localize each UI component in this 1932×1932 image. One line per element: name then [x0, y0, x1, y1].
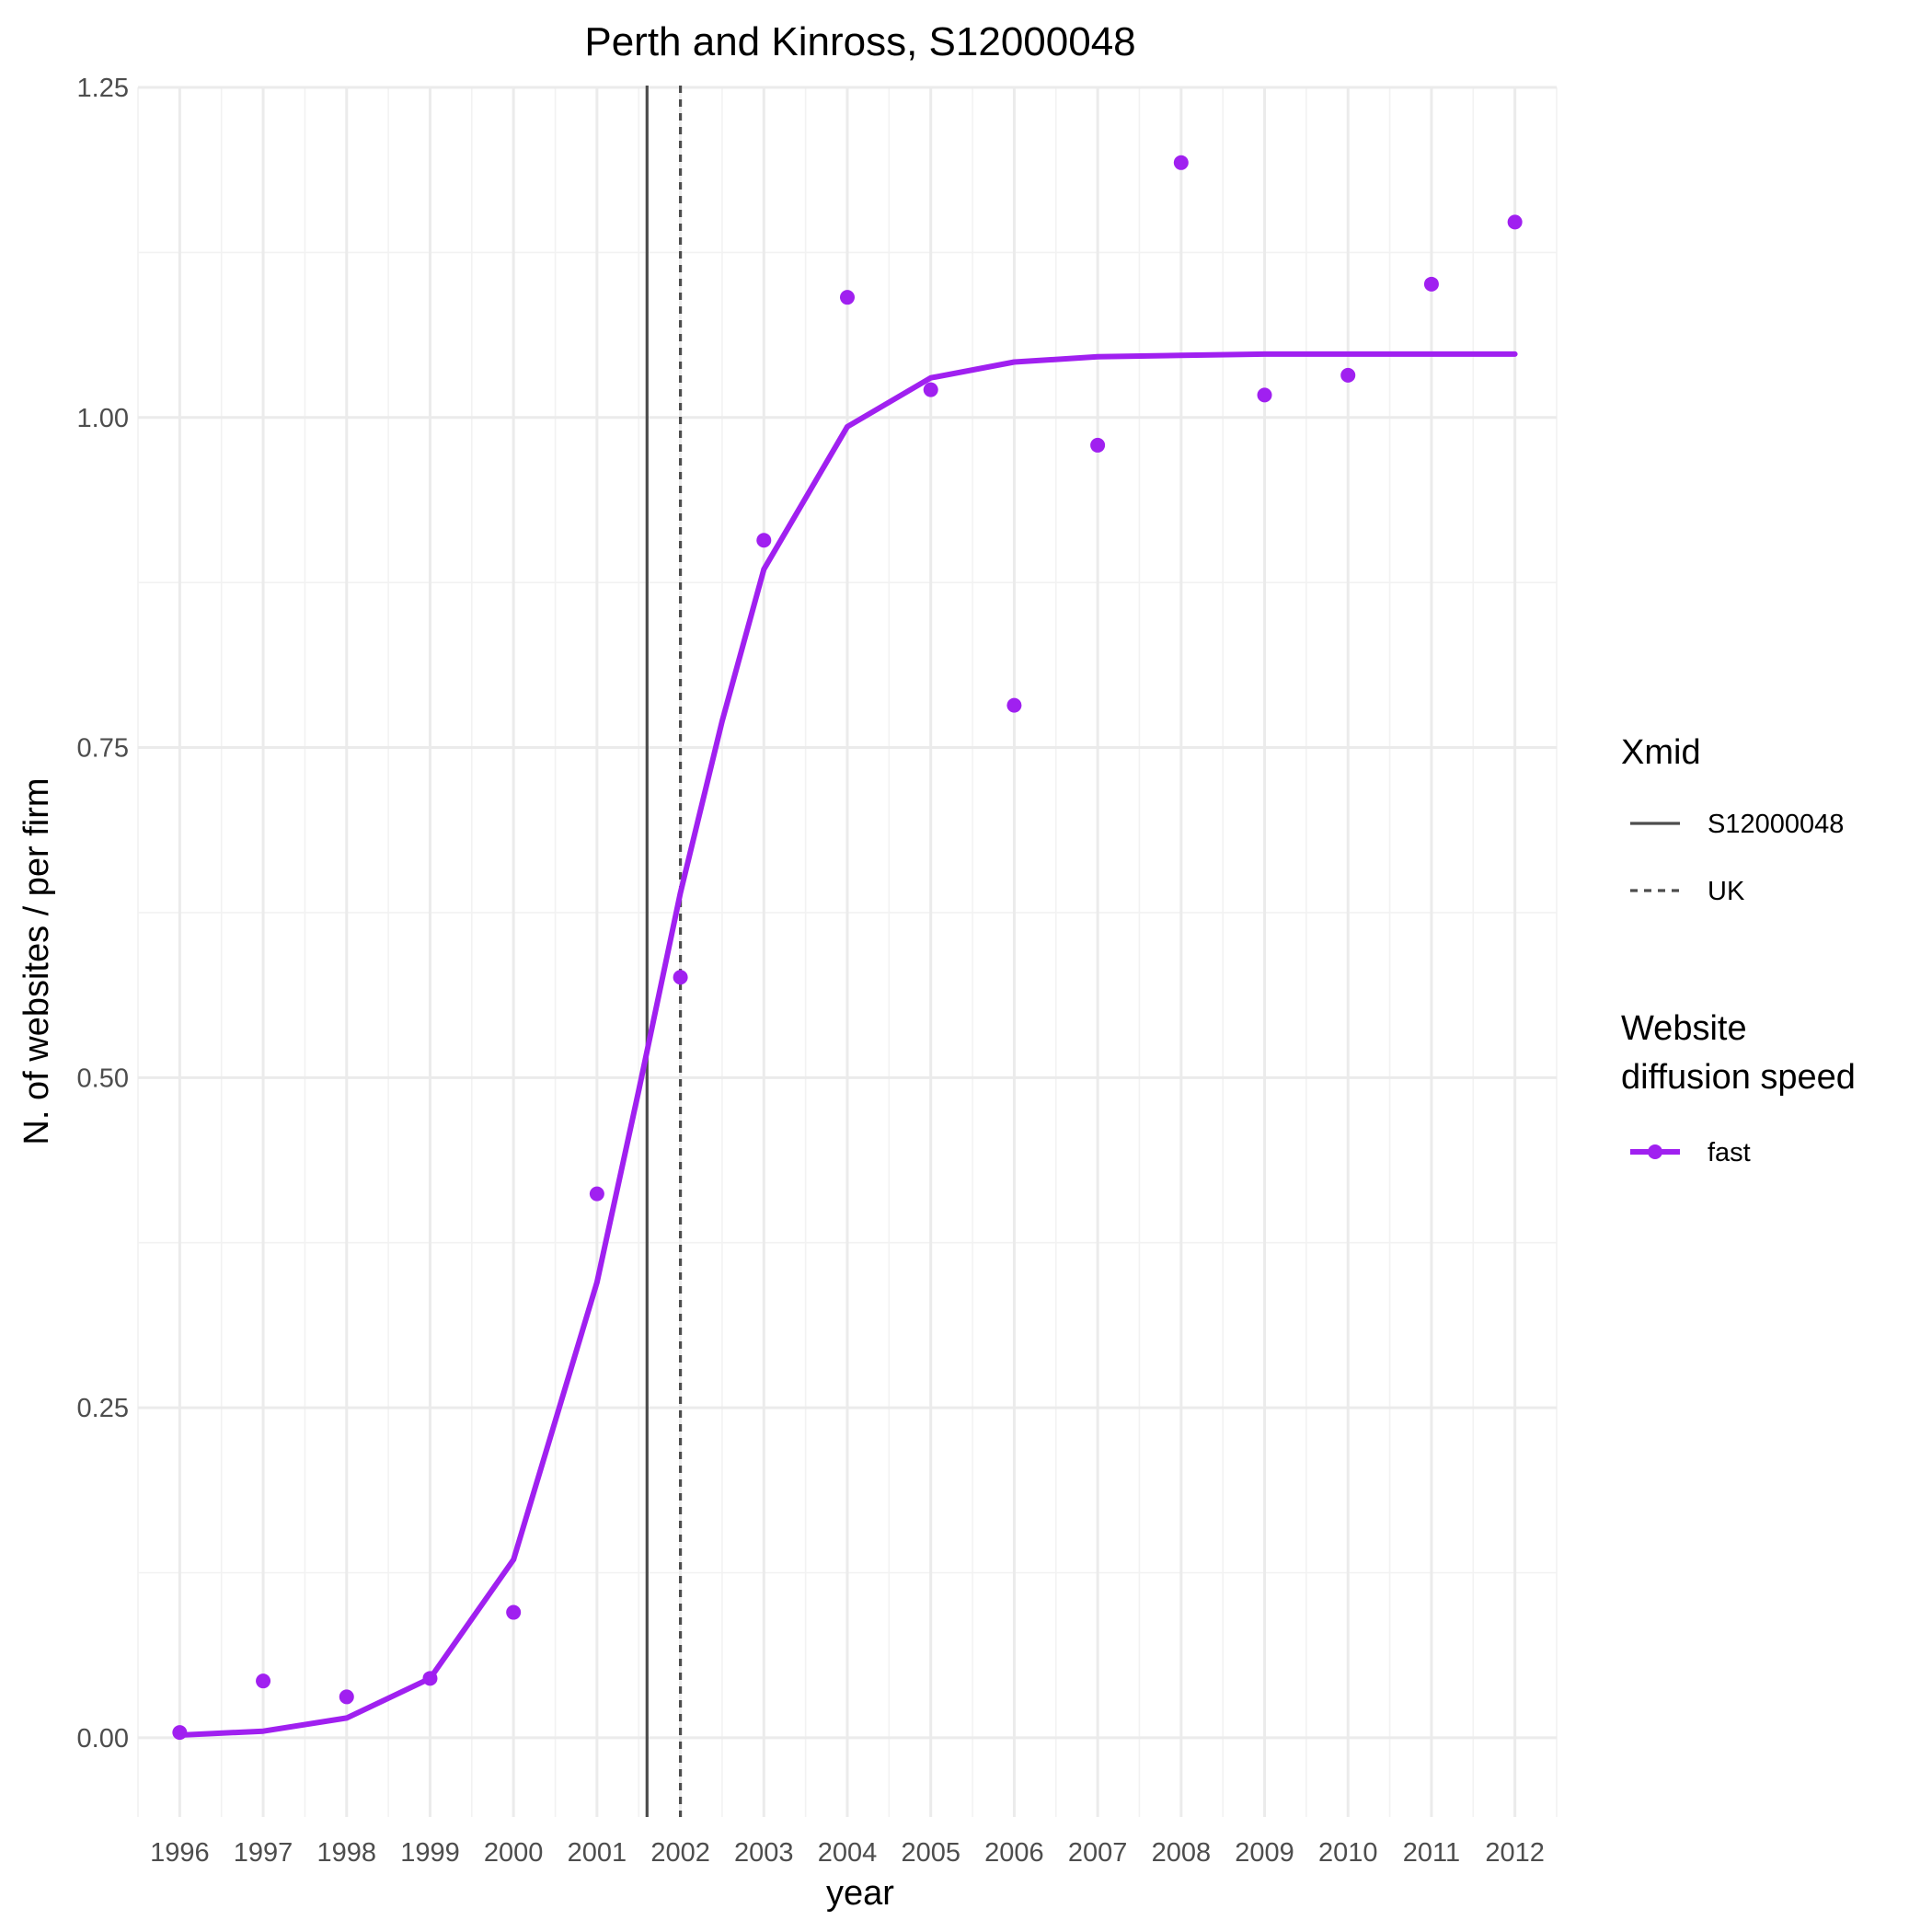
- data-point: [923, 382, 938, 397]
- legend-label-s12000048: S12000048: [1708, 810, 1844, 839]
- data-point: [756, 533, 772, 548]
- y-tick-label: 0.00: [77, 1724, 129, 1754]
- data-point: [339, 1689, 354, 1705]
- legend-speed: Website diffusion speed fast: [1621, 1009, 1856, 1167]
- x-tick-label: 2000: [484, 1838, 544, 1868]
- x-tick-label: 1996: [150, 1838, 210, 1868]
- x-tick-labels: 1996 1997 1998 1999 2000 2001 2002 2003 2004 2005…: [150, 1838, 1545, 1868]
- x-tick-label: 2001: [568, 1838, 627, 1868]
- legend-speed-title-line1: Website: [1621, 1009, 1747, 1048]
- data-point: [673, 970, 688, 985]
- y-tick-label: 0.75: [77, 734, 129, 764]
- data-point: [506, 1604, 522, 1620]
- legend-label-fast: fast: [1708, 1138, 1751, 1167]
- x-tick-label: 2012: [1485, 1838, 1545, 1868]
- data-point: [840, 290, 855, 305]
- data-points: [172, 155, 1523, 1741]
- legend-xmid: Xmid S12000048 UK: [1621, 733, 1844, 906]
- x-tick-label: 2008: [1152, 1838, 1212, 1868]
- y-tick-label: 0.50: [77, 1064, 129, 1093]
- x-tick-label: 1998: [317, 1838, 377, 1868]
- x-tick-label: 2004: [818, 1838, 878, 1868]
- x-tick-label: 2006: [984, 1838, 1044, 1868]
- data-point: [1090, 437, 1106, 453]
- y-axis-title: N. of websites / per firm: [17, 777, 56, 1144]
- data-point: [256, 1673, 271, 1689]
- x-axis-title: year: [826, 1874, 894, 1913]
- legend-xmid-title: Xmid: [1621, 733, 1701, 772]
- data-point: [1423, 276, 1439, 292]
- major-gridlines: [138, 86, 1557, 1817]
- x-tick-label: 2010: [1318, 1838, 1378, 1868]
- data-point: [1507, 214, 1523, 230]
- chart-title: Perth and Kinross, S12000048: [584, 19, 1135, 64]
- x-tick-label: 1999: [400, 1838, 460, 1868]
- data-point: [1340, 367, 1356, 383]
- x-tick-label: 2005: [901, 1838, 960, 1868]
- legend-swatch-fast-point: [1648, 1144, 1662, 1159]
- legend-label-uk: UK: [1708, 877, 1745, 906]
- data-point: [1006, 697, 1022, 713]
- y-tick-label: 1.25: [77, 74, 129, 103]
- y-tick-label: 1.00: [77, 404, 129, 433]
- legend-speed-title-line2: diffusion speed: [1621, 1058, 1856, 1097]
- x-tick-label: 2011: [1403, 1838, 1460, 1868]
- minor-gridlines: [137, 87, 1558, 1817]
- y-tick-labels: 0.00 0.25 0.50 0.75 1.00 1.25: [77, 74, 129, 1754]
- y-tick-label: 0.25: [77, 1394, 129, 1423]
- data-point: [1173, 155, 1189, 170]
- data-point: [172, 1725, 188, 1741]
- data-point: [1257, 387, 1272, 403]
- x-tick-label: 2007: [1068, 1838, 1128, 1868]
- x-tick-label: 1997: [234, 1838, 293, 1868]
- x-tick-label: 2003: [734, 1838, 794, 1868]
- data-point: [422, 1671, 438, 1686]
- x-tick-label: 2009: [1235, 1838, 1294, 1868]
- x-tick-label: 2002: [650, 1838, 710, 1868]
- xmid-lines: [645, 86, 683, 1817]
- data-point: [589, 1186, 604, 1202]
